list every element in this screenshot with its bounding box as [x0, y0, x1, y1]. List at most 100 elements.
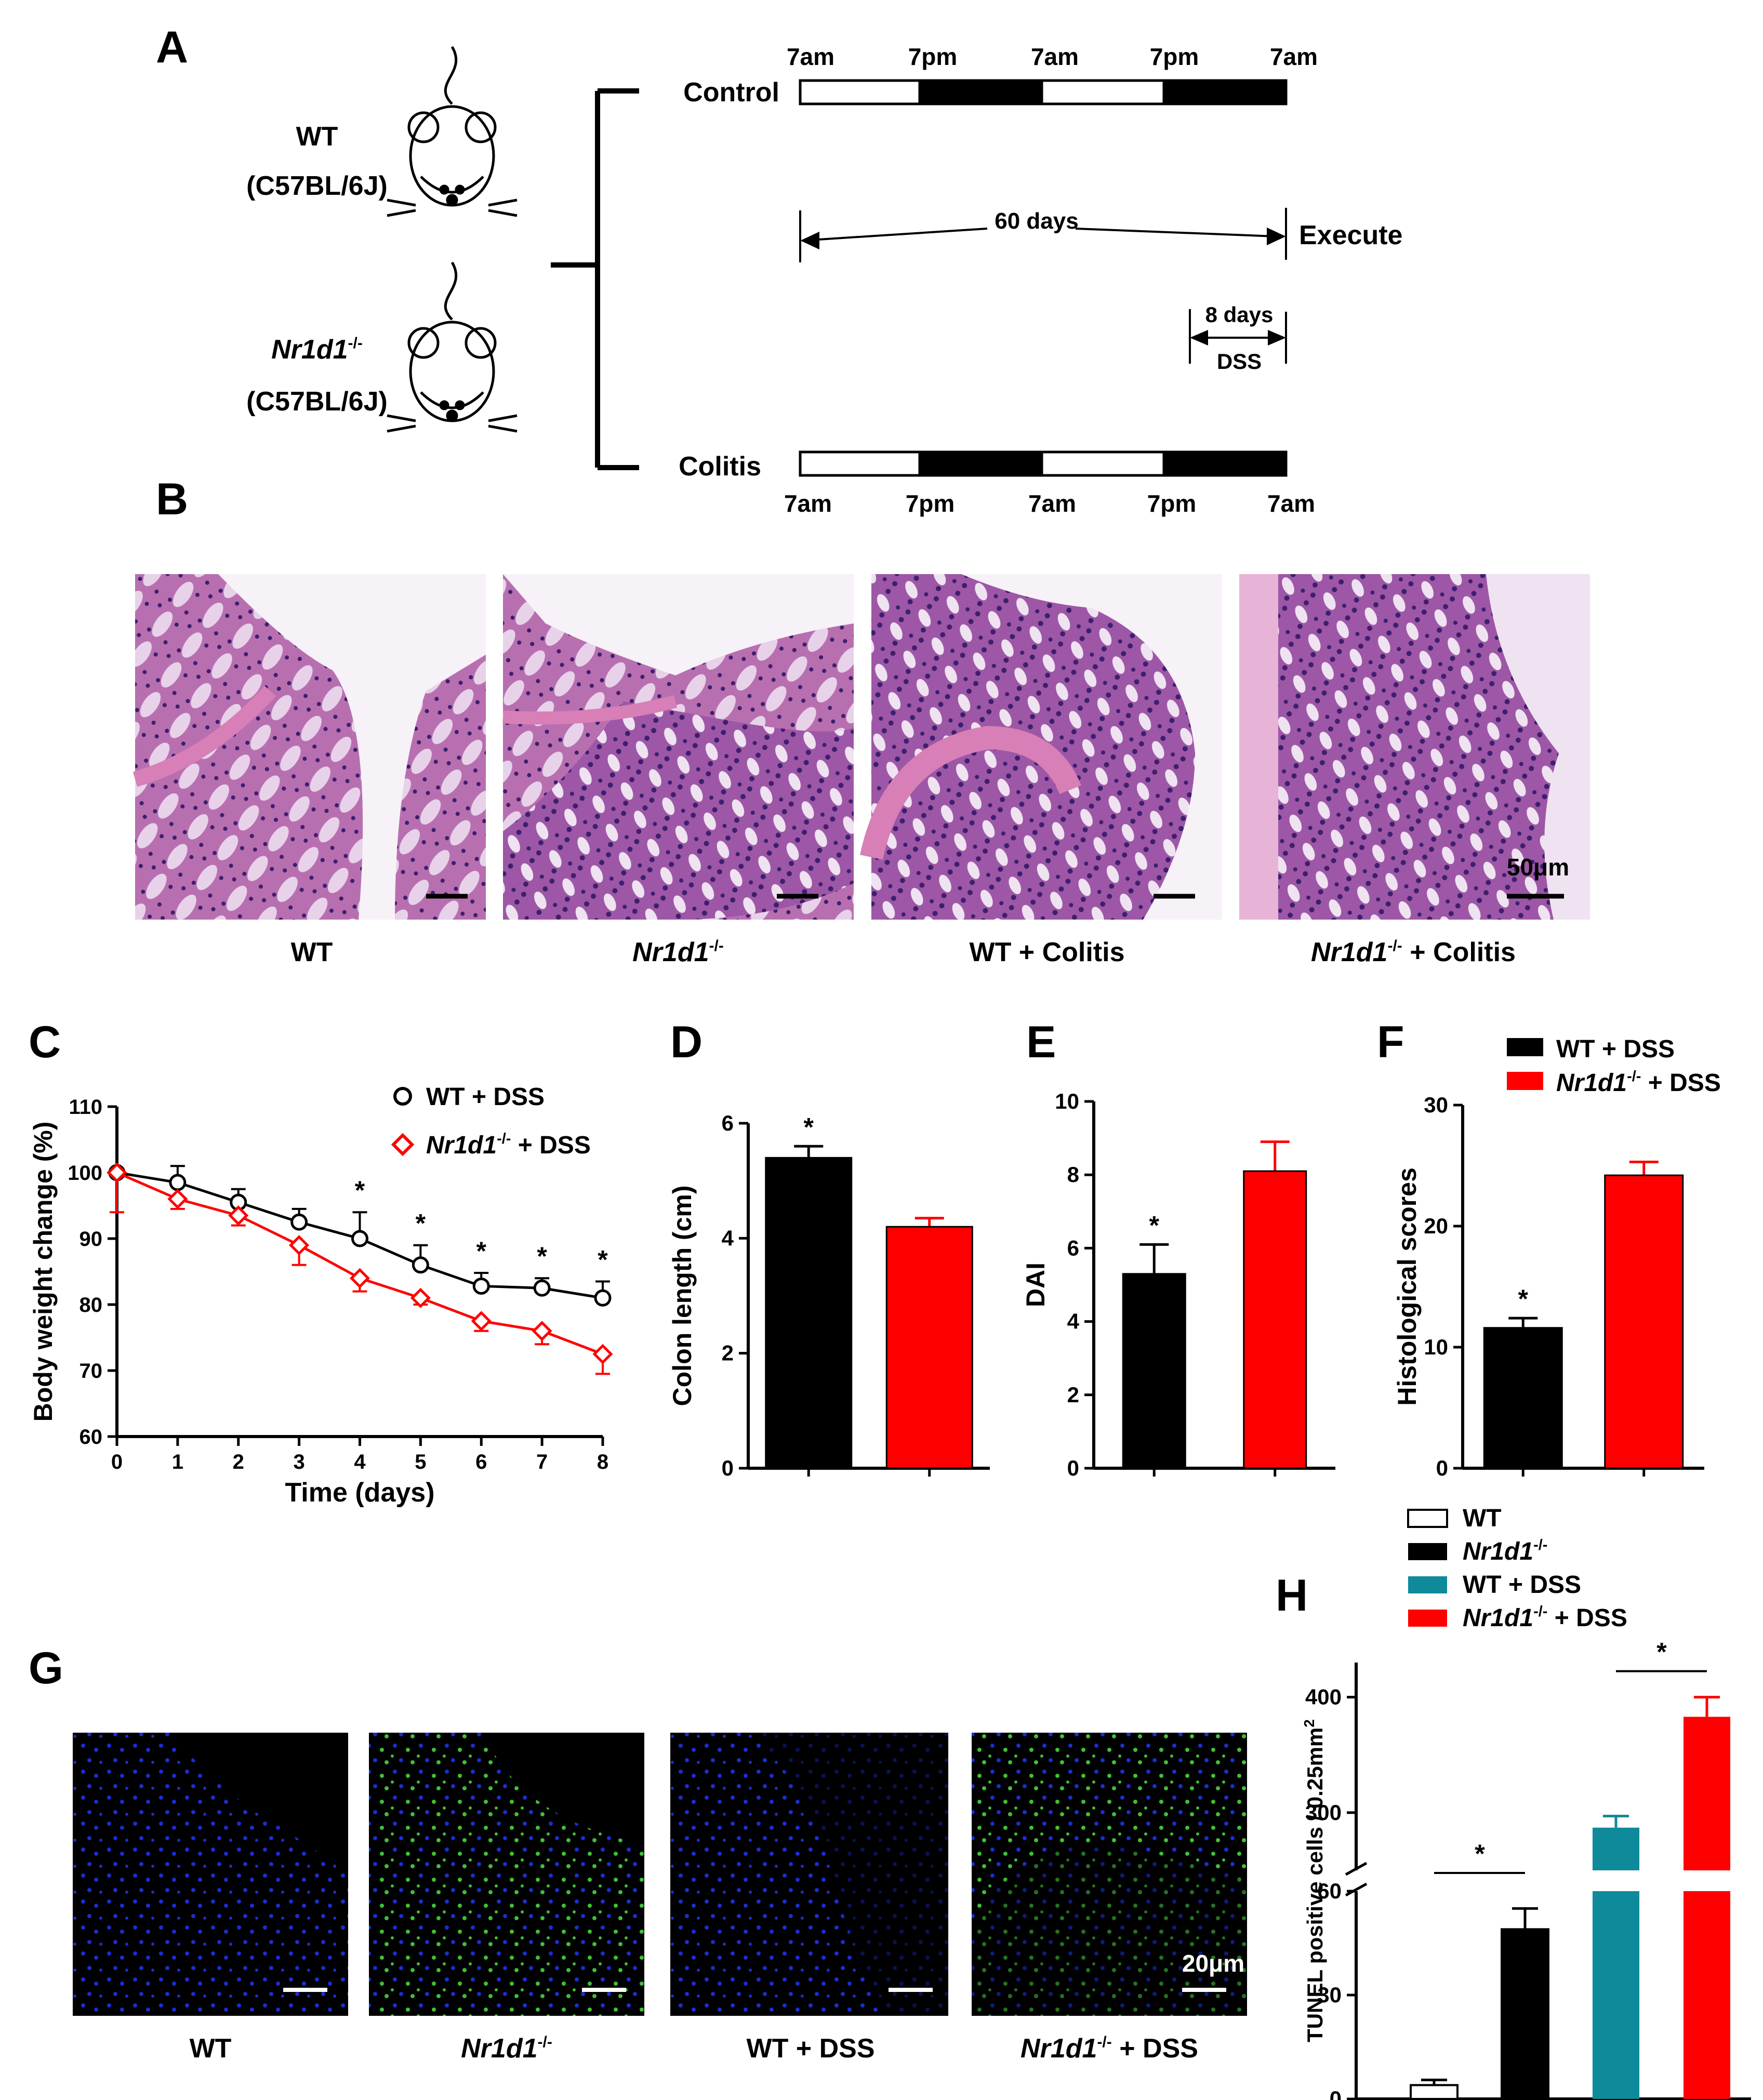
time-label: 7pm [1150, 43, 1199, 70]
legend-label-wt: WT [1463, 1505, 1502, 1532]
y-tick-label: 30 [1424, 1093, 1448, 1117]
bar [1501, 1928, 1549, 2100]
legend-swatch-ko-dss [1408, 1610, 1447, 1627]
time-label: 7am [1028, 490, 1076, 517]
tunel-image-wt [73, 1733, 348, 2016]
scale-bar-20um: 20μm [1182, 1950, 1244, 1977]
eight-day-arrow [1189, 309, 1287, 364]
legend-swatch-wt [1407, 1509, 1448, 1528]
y-tick-label: 6 [722, 1111, 734, 1135]
legend-swatch-ko [1507, 1072, 1543, 1090]
legend-label-ko: Nr1d1-/- [1463, 1537, 1547, 1565]
histology-label-wt: WT [291, 937, 333, 967]
y-tick-label: 6 [1067, 1235, 1079, 1260]
y-axis-title: Colon length (cm) [668, 1186, 697, 1406]
ko-mouse-label: Nr1d1-/- [271, 335, 363, 365]
control-label: Control [683, 77, 779, 108]
ko-strain-label: (C57BL/6J) [246, 387, 388, 417]
y-axis-title: TUNEL positive cells / 0.25mm2 [1301, 1719, 1327, 2042]
significance-star: * [476, 1237, 487, 1266]
data-point [107, 1162, 127, 1183]
legend-label-wt-dss: WT + DSS [1463, 1571, 1581, 1599]
y-tick-label: 10 [1424, 1335, 1448, 1359]
x-tick-label: 0 [111, 1451, 123, 1473]
x-tick-label: 5 [415, 1451, 426, 1473]
y-tick-label: 60 [79, 1426, 103, 1448]
histology-image-wt [132, 574, 486, 920]
data-point [592, 1344, 613, 1364]
data-point [410, 1287, 431, 1308]
time-label: 7pm [1147, 490, 1197, 517]
chart-f-histological-scores: 0 10 20 30 Histological scores * WT + DSS Nr1d1… [1393, 1035, 1721, 1480]
legend-swatch-wt [1507, 1038, 1543, 1056]
x-tick-label: 6 [475, 1451, 487, 1473]
y-tick-label: 60 [1317, 1879, 1342, 1903]
panel-label-g: G [29, 1643, 63, 1693]
time-label: 7am [784, 490, 832, 517]
histology-image-wt-colitis [860, 574, 1222, 920]
bar [765, 1157, 853, 1469]
data-point [349, 1268, 370, 1288]
bar [1122, 1273, 1186, 1469]
x-tick-label: 7 [536, 1451, 548, 1473]
y-tick-label: 4 [722, 1226, 734, 1250]
panel-label-d: D [670, 1017, 702, 1067]
data-point [169, 1174, 187, 1191]
time-label: 7am [1267, 490, 1315, 517]
x-tick-label: 3 [294, 1451, 305, 1473]
y-tick-label: 400 [1305, 1685, 1342, 1709]
histology-label-wt-colitis: WT + Colitis [970, 937, 1125, 967]
colitis-light-dark-bar [799, 450, 1288, 477]
legend-label-ko: Nr1d1-/- + DSS [426, 1131, 591, 1159]
significance-star: * [1475, 1839, 1485, 1868]
y-tick-label: 0 [1436, 1456, 1448, 1480]
data-point [594, 1289, 612, 1307]
y-tick-label: 8 [1067, 1162, 1079, 1187]
execute-label: Execute [1299, 220, 1402, 250]
mouse-icon [387, 46, 518, 217]
tunel-label-wt: WT [190, 2033, 232, 2064]
significance-star: * [1149, 1211, 1160, 1240]
wt-strain-label: (C57BL/6J) [246, 171, 388, 201]
chart-c-body-weight: 60 70 80 90 100 110 0 1 2 3 4 5 6 7 8 Time (days) Body w… [29, 1083, 613, 1508]
x-axis-title: Time (days) [285, 1478, 434, 1508]
significance-star: * [804, 1112, 814, 1141]
chart-d-colon-length: 0 2 4 6 Colon length (cm) * [668, 1111, 990, 1480]
significance-star: * [355, 1176, 365, 1205]
eight-days-label: 8 days [1205, 302, 1274, 327]
bar-upper-segment [1684, 1717, 1730, 1870]
histology-label-ko-colitis: Nr1d1-/- + Colitis [1311, 937, 1516, 967]
data-point [472, 1277, 490, 1295]
y-tick-label: 4 [1067, 1309, 1080, 1334]
data-point [532, 1321, 552, 1341]
data-point [289, 1235, 310, 1256]
chart-e-dai: 0 2 4 6 8 10 DAI * [1021, 1089, 1335, 1480]
histology-label-ko: Nr1d1-/- [632, 937, 724, 967]
legend-label-ko-dss: Nr1d1-/- + DSS [1463, 1603, 1627, 1632]
mouse-icon [387, 261, 518, 433]
panel-label-c: C [29, 1017, 61, 1067]
histology-image-ko [502, 574, 854, 920]
y-tick-label: 80 [79, 1294, 103, 1317]
legend-label-ko: Nr1d1-/- + DSS [1556, 1068, 1721, 1097]
histology-image-ko-colitis [1239, 574, 1590, 920]
time-label: 7am [1270, 43, 1318, 70]
bar [1604, 1174, 1684, 1469]
bar [885, 1226, 973, 1469]
control-time-labels: 7am 7pm 7am 7pm 7am [787, 43, 1318, 70]
tunel-label-ko: Nr1d1-/- [461, 2033, 552, 2064]
bar-lower-segment [1593, 1891, 1639, 2099]
y-tick-label: 30 [1317, 1983, 1342, 2007]
legend-label-wt: WT + DSS [426, 1083, 545, 1111]
data-point [412, 1256, 429, 1274]
data-point [228, 1205, 249, 1226]
control-light-dark-bar [799, 79, 1288, 105]
axis-break [1345, 1862, 1368, 1897]
y-tick-label: 20 [1424, 1214, 1448, 1238]
panel-label-b: B [156, 474, 188, 524]
significance-star: * [598, 1245, 608, 1274]
group-bracket [551, 88, 639, 470]
tunel-image-wt-dss [670, 1733, 948, 2016]
sixty-days-label: 60 days [995, 208, 1078, 234]
